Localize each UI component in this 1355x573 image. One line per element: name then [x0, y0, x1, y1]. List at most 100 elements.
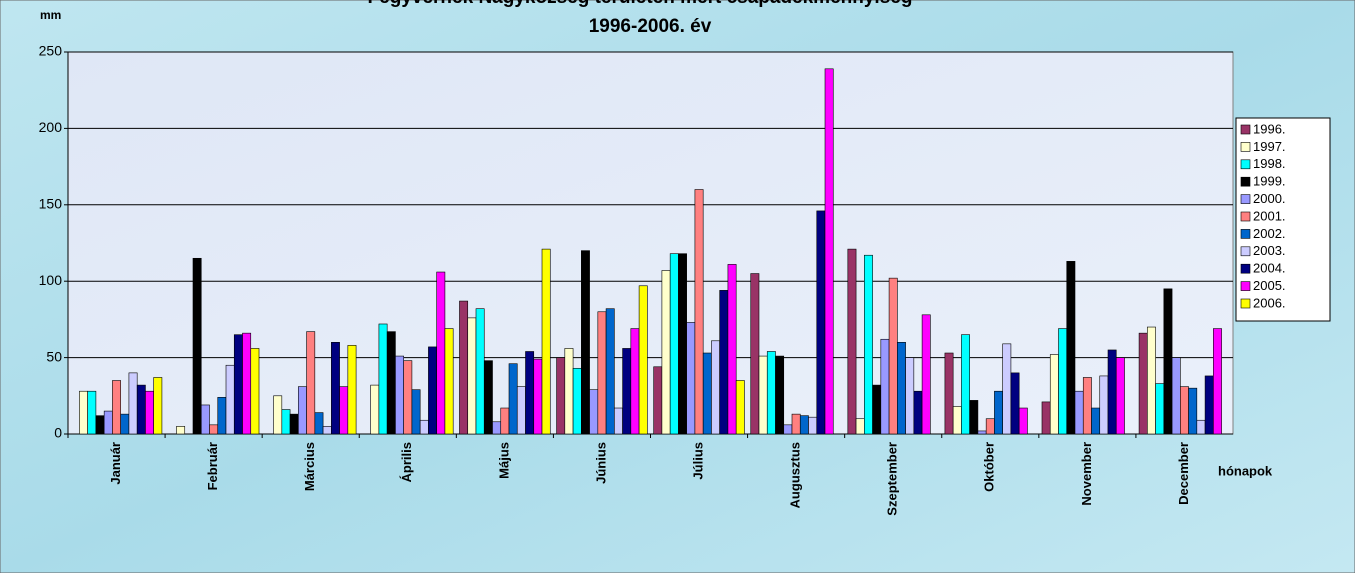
bar — [1066, 261, 1076, 435]
bar — [298, 386, 307, 435]
legend-swatch — [1240, 194, 1251, 204]
x-tick-label: Március — [302, 442, 317, 491]
bar — [678, 253, 687, 435]
bar — [556, 357, 566, 435]
bar — [799, 415, 809, 435]
bar — [824, 68, 834, 435]
bar — [1058, 328, 1068, 435]
bar — [483, 360, 493, 435]
bar — [444, 328, 454, 435]
x-tick-label: Május — [496, 442, 511, 479]
legend-label: 1999. — [1253, 174, 1286, 189]
legend-label: 2005. — [1253, 278, 1286, 293]
bar — [597, 311, 607, 435]
bar — [719, 290, 729, 435]
bar — [750, 273, 760, 435]
bar — [1010, 372, 1020, 435]
bar — [242, 332, 252, 435]
bar — [395, 355, 404, 435]
bar — [1163, 288, 1173, 435]
x-tick-label: Január — [108, 442, 123, 485]
bar — [1091, 407, 1101, 435]
bar — [200, 404, 210, 435]
x-tick-label: November — [1079, 442, 1094, 506]
bar — [921, 314, 931, 435]
bar — [1213, 328, 1222, 435]
x-tick-label: Április — [399, 442, 414, 482]
bar — [508, 363, 518, 435]
bar — [339, 386, 349, 435]
bar — [1082, 377, 1092, 435]
bar — [1107, 349, 1117, 435]
bar — [605, 308, 615, 435]
bar — [176, 426, 186, 435]
legend-label: 1997. — [1253, 139, 1286, 154]
bar — [808, 416, 818, 435]
bar — [306, 331, 316, 435]
chart-subtitle: 1996-2006. év — [589, 16, 712, 37]
legend-label: 2000. — [1253, 191, 1286, 206]
bar — [467, 317, 477, 435]
bar — [564, 348, 574, 435]
bar — [847, 248, 857, 435]
bar — [977, 430, 987, 435]
y-tick-label: 150 — [39, 196, 63, 212]
bar — [686, 322, 696, 435]
bar — [1204, 375, 1214, 435]
bar — [864, 254, 873, 435]
bar — [872, 384, 882, 435]
x-tick-label: Július — [690, 442, 705, 480]
bar — [638, 285, 648, 435]
legend-label: 2006. — [1253, 295, 1286, 310]
bar — [428, 346, 437, 435]
bar — [217, 397, 227, 435]
bar — [711, 340, 720, 435]
bar — [581, 250, 590, 435]
bar — [209, 424, 219, 435]
bar — [233, 334, 243, 435]
legend-swatch — [1240, 246, 1251, 257]
bar — [1196, 419, 1206, 435]
bar — [735, 380, 745, 435]
bar — [225, 364, 235, 435]
bar — [289, 413, 299, 435]
bar — [541, 248, 551, 435]
bar — [791, 413, 801, 435]
bar — [411, 389, 421, 435]
bar — [905, 357, 915, 435]
bar — [816, 210, 826, 435]
bar — [985, 418, 995, 435]
y-tick-label: 200 — [39, 119, 63, 135]
bar — [653, 366, 663, 435]
bar — [500, 407, 510, 435]
bar — [128, 372, 138, 435]
x-tick-label: Június — [593, 442, 608, 484]
bar — [436, 271, 446, 435]
bar — [1049, 354, 1059, 435]
bar — [1074, 390, 1084, 435]
bar — [961, 334, 970, 435]
bar — [1041, 401, 1051, 435]
bar — [112, 380, 121, 435]
bar — [572, 367, 582, 435]
bar — [145, 390, 154, 435]
bar — [1180, 386, 1189, 435]
bar — [1147, 326, 1156, 435]
legend-swatch — [1240, 176, 1251, 187]
bar — [969, 400, 979, 435]
bar — [1115, 357, 1125, 435]
bar — [281, 409, 291, 435]
legend-swatch — [1240, 229, 1251, 239]
bar — [669, 253, 679, 435]
x-tick-label: Február — [205, 442, 220, 490]
legend-label: 1996. — [1253, 121, 1286, 136]
bar — [475, 308, 485, 435]
bar — [419, 419, 429, 435]
bar — [459, 300, 469, 435]
bar — [136, 384, 146, 435]
bar — [1138, 332, 1148, 435]
legend-label: 2002. — [1253, 226, 1286, 241]
y-tick-label: 50 — [46, 348, 62, 364]
legend-swatch — [1240, 263, 1251, 274]
chart-title: Fegyvernek Nagyközség területén mért csa… — [368, 0, 913, 8]
